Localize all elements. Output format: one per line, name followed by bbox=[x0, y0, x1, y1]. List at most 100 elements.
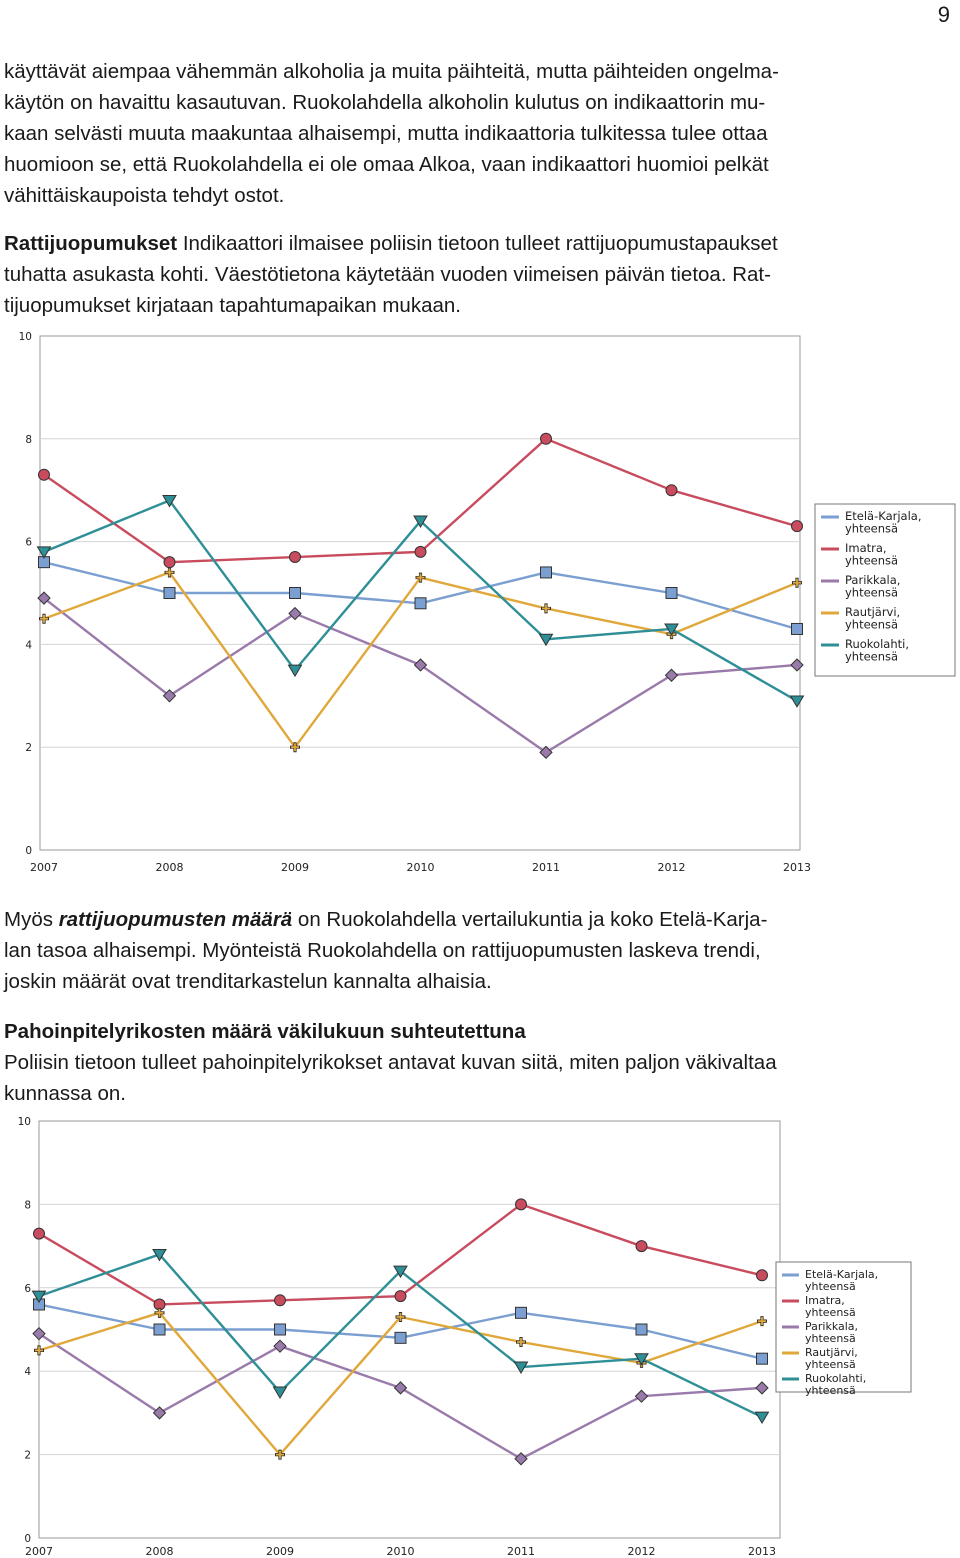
data-point-marker bbox=[272, 1386, 288, 1400]
data-point-marker bbox=[165, 568, 174, 577]
data-point-marker bbox=[394, 1290, 407, 1303]
y-tick-label: 4 bbox=[25, 639, 32, 651]
data-point-marker bbox=[538, 633, 554, 647]
plot-area bbox=[38, 1120, 781, 1539]
text-line: kaan selvästi muuta maakuntaa alhaisempi… bbox=[4, 122, 768, 145]
text-line: Poliisin tietoon tulleet pahoinpitelyrik… bbox=[4, 1051, 777, 1074]
data-point-marker bbox=[393, 1381, 408, 1395]
data-point-marker bbox=[790, 658, 804, 672]
y-tick-label: 2 bbox=[25, 742, 32, 754]
paragraph-assault: Pahoinpitelyrikosten määrä väkilukuun su… bbox=[4, 1016, 949, 1109]
data-point-marker bbox=[413, 515, 428, 529]
data-point-marker bbox=[155, 1308, 164, 1317]
data-point-marker bbox=[274, 1323, 286, 1336]
data-point-marker bbox=[414, 597, 427, 610]
data-point-marker bbox=[513, 1361, 529, 1375]
text-line: Myös bbox=[4, 908, 59, 931]
legend-label: yhteensä bbox=[805, 1306, 856, 1319]
data-point-marker bbox=[152, 1248, 167, 1262]
text-line: vähittäiskaupoista tehdyt ostot. bbox=[4, 184, 285, 207]
x-tick-label: 2010 bbox=[407, 861, 435, 874]
y-tick-label: 10 bbox=[19, 331, 32, 343]
legend-label: Rautjärvi, bbox=[805, 1346, 858, 1359]
data-point-marker bbox=[35, 1346, 43, 1355]
y-tick-label: 10 bbox=[18, 1116, 31, 1128]
line-chart-drunk-driving: 0 2 4 6 8 10 2007 2008 2009 2010 2011 2012 2013 Etelä… bbox=[19, 331, 956, 874]
data-point-marker bbox=[755, 1381, 769, 1395]
data-point-marker bbox=[416, 573, 425, 582]
data-point-marker bbox=[413, 658, 428, 672]
x-tick-label: 2013 bbox=[783, 861, 811, 874]
legend-label: Rautjärvi, bbox=[845, 605, 900, 619]
text-line: tuhatta asukasta kohti. Väestötietona kä… bbox=[4, 263, 771, 286]
legend-label: Ruokolahti, bbox=[845, 637, 909, 651]
data-point-marker bbox=[287, 664, 303, 678]
legend-label: yhteensä bbox=[845, 554, 898, 568]
data-point-marker bbox=[758, 1317, 766, 1326]
text-line: lan tasoa alhaisempi. Myönteistä Ruokola… bbox=[4, 939, 761, 962]
x-tick-label: 2011 bbox=[507, 1545, 535, 1558]
data-point-marker bbox=[664, 668, 679, 682]
legend-label: yhteensä bbox=[845, 522, 898, 536]
legend-label: Parikkala, bbox=[805, 1320, 858, 1333]
data-point-marker bbox=[289, 551, 301, 564]
x-tick-label: 2009 bbox=[281, 861, 309, 874]
page-number: 9 bbox=[937, 2, 950, 27]
data-point-marker bbox=[756, 1269, 768, 1282]
y-tick-label: 4 bbox=[24, 1366, 31, 1378]
data-point-marker bbox=[517, 1338, 525, 1347]
data-point-marker bbox=[38, 468, 50, 481]
data-point-marker bbox=[163, 587, 176, 599]
x-tick-label: 2007 bbox=[25, 1545, 53, 1558]
data-point-marker bbox=[756, 1352, 768, 1365]
y-tick-label: 8 bbox=[25, 434, 32, 446]
text-line: kunnassa on. bbox=[4, 1082, 126, 1105]
text-line: käytön on havaittu kasautuvan. Ruokolahd… bbox=[4, 91, 766, 114]
data-point-marker bbox=[31, 1290, 47, 1304]
text-line: Indikaattori ilmaisee poliisin tietoon t… bbox=[177, 232, 778, 255]
legend-label: Etelä-Karjala, bbox=[805, 1268, 878, 1281]
data-point-marker bbox=[32, 1326, 46, 1341]
data-point-marker bbox=[754, 1411, 770, 1425]
data-point-marker bbox=[36, 546, 52, 559]
paragraph-alcohol: käyttävät aiempaa vähemmän alkoholia ja … bbox=[4, 56, 949, 211]
data-point-marker bbox=[162, 689, 177, 703]
legend-label: yhteensä bbox=[805, 1384, 856, 1397]
legend-label: Etelä-Karjala, bbox=[845, 509, 922, 523]
data-point-marker bbox=[664, 623, 679, 636]
emphasis-text: rattijuopumusten määrä bbox=[58, 908, 293, 931]
paragraph-drunk-driving: Rattijuopumukset Indikaattori ilmaisee p… bbox=[4, 228, 949, 321]
data-point-marker bbox=[635, 1323, 648, 1336]
data-point-marker bbox=[515, 1198, 527, 1211]
data-point-marker bbox=[276, 1450, 284, 1459]
x-tick-label: 2011 bbox=[532, 861, 560, 874]
x-tick-label: 2009 bbox=[266, 1545, 294, 1558]
plot-area bbox=[39, 335, 801, 851]
line-chart-assault: 0 2 4 6 8 10 2007 2008 2009 2010 2011 2012 2013 Etelä… bbox=[18, 1116, 912, 1558]
data-point-marker bbox=[288, 606, 302, 621]
y-tick-label: 8 bbox=[24, 1199, 31, 1211]
data-point-marker bbox=[414, 545, 427, 558]
data-point-marker bbox=[162, 494, 177, 508]
data-point-marker bbox=[291, 743, 299, 752]
y-tick-label: 6 bbox=[24, 1283, 31, 1295]
paragraph-drunk-driving-summary: Myös rattijuopumusten määrä on Ruokolahd… bbox=[4, 904, 949, 997]
x-tick-label: 2013 bbox=[748, 1545, 776, 1558]
data-point-marker bbox=[634, 1389, 649, 1403]
y-tick-label: 0 bbox=[25, 845, 32, 857]
x-tick-label: 2008 bbox=[156, 861, 184, 874]
data-point-marker bbox=[37, 591, 51, 605]
data-point-marker bbox=[665, 587, 678, 599]
data-point-marker bbox=[634, 1353, 649, 1366]
data-point-marker bbox=[539, 745, 553, 760]
y-tick-label: 0 bbox=[24, 1533, 31, 1545]
y-tick-label: 6 bbox=[25, 537, 32, 549]
data-point-marker bbox=[791, 622, 803, 635]
data-point-marker bbox=[273, 1339, 287, 1353]
legend-label: yhteensä bbox=[805, 1358, 856, 1371]
data-point-marker bbox=[515, 1306, 527, 1319]
data-point-marker bbox=[540, 566, 552, 579]
legend-label: yhteensä bbox=[805, 1332, 856, 1345]
y-tick-label: 2 bbox=[24, 1450, 31, 1462]
legend-label: yhteensä bbox=[805, 1280, 856, 1293]
